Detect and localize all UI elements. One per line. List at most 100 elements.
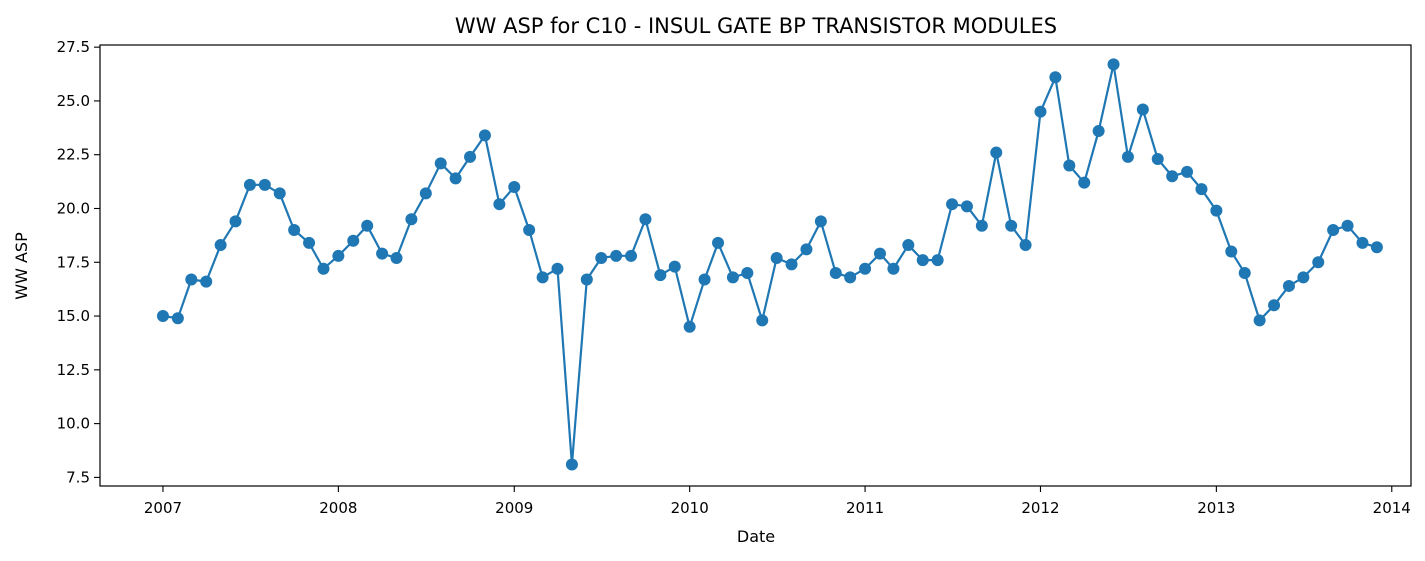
data-point [449,172,462,185]
y-tick-label: 15.0 [57,307,90,325]
data-point [1210,204,1223,217]
y-tick-label: 22.5 [57,146,90,164]
data-point [698,273,711,286]
data-point [565,458,578,471]
data-point [741,267,754,280]
data-point [654,269,667,282]
data-point [975,219,988,232]
data-point [1225,245,1238,258]
data-point [523,224,536,236]
data-point [1356,236,1369,249]
data-point [493,198,506,211]
data-point [610,249,623,262]
data-point [814,215,827,228]
data-point [376,247,389,260]
data-point [551,262,564,275]
data-point [1063,159,1076,172]
data-point [200,275,213,288]
data-point [185,273,198,286]
data-point [990,146,1003,159]
x-tick-label: 2009 [495,499,533,517]
data-point [361,219,374,232]
x-tick-label: 2012 [1021,499,1059,517]
x-tick-label: 2007 [144,499,182,517]
chart-title: WW ASP for C10 - INSUL GATE BP TRANSISTO… [455,14,1057,38]
y-tick-label: 20.0 [57,199,90,217]
data-point [332,249,345,262]
data-point [1151,153,1164,166]
data-point [916,254,929,267]
data-point [508,180,521,193]
y-tick-label: 27.5 [57,38,90,56]
data-point [859,262,872,275]
plot-frame [99,44,1412,487]
data-point [214,239,227,252]
data-point [258,178,271,191]
data-point [171,312,184,325]
data-point [800,243,813,256]
data-point [712,236,725,249]
data-point [1005,219,1018,232]
y-tick-label: 12.5 [57,361,90,379]
data-point [288,224,301,236]
data-point [303,236,316,249]
data-point [229,215,242,228]
data-point [1341,219,1354,232]
data-point [1253,314,1266,327]
data-point [960,200,973,213]
plot-area [156,58,1383,471]
data-point [1370,241,1383,254]
data-point [902,239,915,252]
data-point [1327,224,1340,236]
data-point [873,247,886,260]
data-point [829,267,842,280]
y-axis-label: WW ASP [12,232,31,300]
data-point [683,320,696,333]
data-point [595,251,608,264]
data-point [1195,183,1208,196]
data-point [625,249,638,262]
x-tick-label: 2010 [671,499,709,517]
y-tick-label: 25.0 [57,92,90,110]
data-point [405,213,418,226]
data-point [156,310,169,323]
data-point [390,251,403,264]
data-point [1034,105,1047,118]
x-tick-label: 2014 [1373,499,1411,517]
data-point [273,187,286,200]
data-point [1078,176,1091,189]
data-point [639,213,652,226]
data-point [844,271,857,284]
data-point [464,150,477,163]
data-point [1238,267,1251,280]
data-point [1136,103,1149,116]
data-point [434,157,447,170]
data-point [668,260,681,273]
data-point [347,234,360,247]
data-point [317,262,330,275]
data-point [1181,165,1194,178]
x-tick-label: 2013 [1197,499,1235,517]
data-point [931,254,944,267]
y-tick-label: 10.0 [57,415,90,433]
data-point [785,258,798,271]
data-point [536,271,549,284]
data-point [1019,239,1032,252]
data-point [887,262,900,275]
y-tick-label: 7.5 [66,468,90,486]
x-axis-label: Date [737,527,775,546]
data-point [1312,256,1325,269]
data-point [1166,170,1179,183]
y-tick-label: 17.5 [57,253,90,271]
data-point [726,271,739,284]
data-point [580,273,593,286]
data-point [1268,299,1281,312]
data-point [1282,279,1295,292]
data-point [946,198,959,211]
data-point [756,314,769,327]
x-tick-label: 2011 [846,499,884,517]
data-point [1049,71,1062,84]
data-point [1107,58,1120,71]
x-tick-label: 2008 [319,499,357,517]
